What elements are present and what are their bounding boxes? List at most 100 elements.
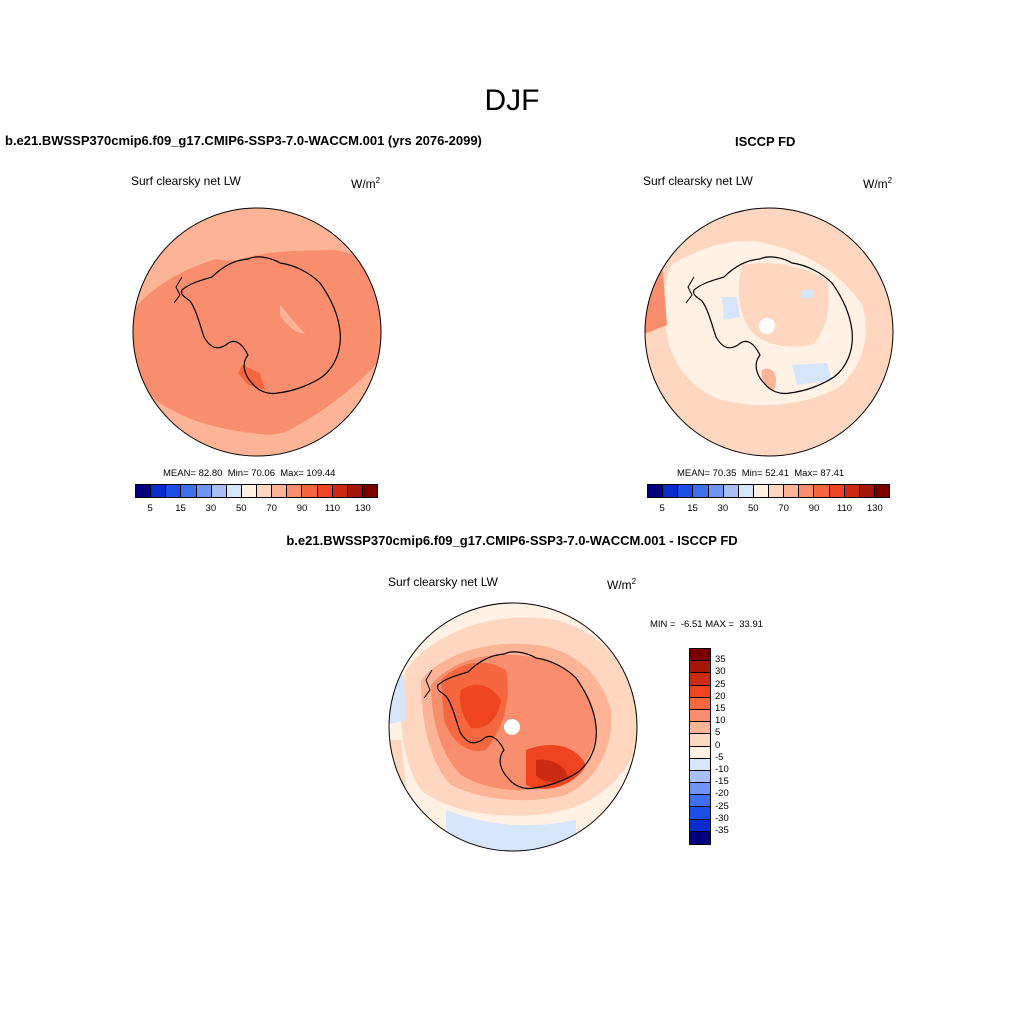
model-colorbar-swatch: [136, 485, 152, 497]
model-colorbar-swatch: [211, 485, 227, 497]
model-polar-map: [132, 207, 382, 457]
model-colorbar-tick-label: 130: [354, 503, 371, 514]
obs-colorbar-swatch: [814, 485, 830, 497]
diff-variable-label: Surf clearsky net LW: [388, 575, 498, 589]
diff-colorbar-swatch: [690, 783, 710, 796]
diff-colorbar-swatch: [690, 746, 710, 759]
obs-colorbar-swatch: [648, 485, 664, 497]
diff-colorbar-tick-label: 5: [715, 727, 721, 739]
model-colorbar-tick-label: 15: [175, 503, 186, 514]
obs-units-label: W/m2: [863, 176, 893, 191]
diff-colorbar-swatch: [690, 697, 710, 710]
model-colorbar-swatch: [272, 485, 288, 497]
obs-colorbar-ticks: 5 15 30 50 70 90 110 130: [647, 503, 890, 515]
diff-colorbar-tick-label: 25: [715, 678, 726, 690]
obs-variable-label: Surf clearsky net LW: [643, 174, 753, 188]
diff-colorbar: [689, 648, 711, 845]
model-panel-title: b.e21.BWSSP370cmip6.f09_g17.CMIP6-SSP3-7…: [5, 133, 482, 148]
model-colorbar-swatch: [151, 485, 167, 497]
model-colorbar-tick-label: 110: [324, 503, 341, 514]
obs-colorbar-swatch: [874, 485, 889, 497]
diff-colorbar-tick-label: 35: [715, 654, 726, 666]
diff-colorbar-swatch: [690, 722, 710, 735]
obs-colorbar-swatch: [859, 485, 875, 497]
obs-colorbar: [647, 484, 890, 498]
diff-colorbar-swatch: [690, 685, 710, 698]
model-colorbar-tick-label: 90: [296, 503, 308, 514]
model-colorbar-swatch: [196, 485, 212, 497]
model-variable-label: Surf clearsky net LW: [131, 174, 241, 188]
diff-colorbar-tick-label: -25: [715, 800, 729, 812]
diff-panel-title: b.e21.BWSSP370cmip6.f09_g17.CMIP6-SSP3-7…: [286, 533, 738, 548]
diff-colorbar-swatch: [690, 649, 710, 662]
diff-colorbar-swatch: [690, 795, 710, 808]
obs-panel-title: ISCCP FD: [735, 134, 796, 149]
diff-colorbar-swatch: [690, 807, 710, 820]
diff-colorbar-tick-label: -15: [715, 776, 729, 788]
model-colorbar-tick-label: 30: [205, 503, 217, 514]
model-colorbar-tick-label: 70: [266, 503, 277, 514]
diff-colorbar-tick-label: 20: [715, 690, 726, 702]
obs-colorbar-swatch: [693, 485, 709, 497]
obs-colorbar-swatch: [829, 485, 845, 497]
model-colorbar-swatch: [287, 485, 303, 497]
obs-colorbar-tick-label: 15: [687, 503, 698, 514]
obs-colorbar-tick-label: 130: [866, 503, 883, 514]
model-colorbar-swatch: [362, 485, 377, 497]
model-stats: MEAN= 82.80 Min= 70.06 Max= 109.44: [163, 468, 336, 479]
obs-polar-map: [644, 207, 894, 457]
obs-colorbar-swatch: [844, 485, 860, 497]
diff-polar-map: [388, 602, 638, 852]
obs-colorbar-tick-label: 50: [748, 503, 759, 514]
model-colorbar-swatch: [317, 485, 333, 497]
diff-colorbar-swatch: [690, 770, 710, 784]
figure-title: DJF: [484, 84, 540, 117]
diff-colorbar-tick-label: -35: [715, 825, 729, 836]
diff-colorbar-tick-label: -5: [715, 751, 724, 763]
obs-colorbar-tick-label: 30: [717, 503, 729, 514]
model-colorbar-ticks: 5 15 30 50 70 90 110 130: [135, 503, 378, 515]
model-colorbar-tick-label: 5: [147, 503, 153, 514]
obs-colorbar-swatch: [663, 485, 679, 497]
diff-colorbar-tick-label: 15: [715, 703, 726, 714]
model-colorbar-swatch: [347, 485, 363, 497]
model-colorbar-swatch: [226, 485, 242, 497]
diff-colorbar-tick-label: 10: [715, 715, 726, 727]
model-colorbar-swatch: [302, 485, 318, 497]
diff-colorbar-tick-label: 0: [715, 739, 721, 751]
diff-colorbar-swatch: [690, 709, 710, 723]
diff-colorbar-tick-label: -20: [715, 788, 729, 800]
diff-colorbar-swatch: [690, 831, 710, 844]
diff-units-label: W/m2: [607, 577, 637, 592]
model-units-label: W/m2: [351, 176, 381, 191]
obs-stats: MEAN= 70.35 Min= 52.41 Max= 87.41: [677, 468, 845, 479]
obs-colorbar-swatch: [799, 485, 815, 497]
model-colorbar-swatch: [257, 485, 273, 497]
obs-colorbar-swatch: [784, 485, 800, 497]
obs-colorbar-swatch: [738, 485, 754, 497]
diff-colorbar-swatch: [690, 758, 710, 771]
diff-colorbar-swatch: [690, 734, 710, 747]
model-colorbar-swatch: [241, 485, 257, 497]
obs-colorbar-swatch: [769, 485, 785, 497]
diff-colorbar-tick-label: 30: [715, 666, 726, 678]
model-colorbar-swatch: [332, 485, 348, 497]
diff-colorbar-swatch: [690, 661, 710, 674]
obs-colorbar-swatch: [708, 485, 724, 497]
diff-colorbar-swatch: [690, 819, 710, 832]
obs-colorbar-swatch: [723, 485, 739, 497]
model-colorbar-swatch: [166, 485, 182, 497]
obs-colorbar-swatch: [753, 485, 769, 497]
obs-colorbar-swatch: [678, 485, 694, 497]
obs-colorbar-tick-label: 70: [778, 503, 789, 514]
obs-colorbar-tick-label: 110: [836, 503, 853, 514]
diff-colorbar-swatch: [690, 673, 710, 686]
obs-colorbar-tick-label: 90: [808, 503, 820, 514]
diff-stats: MIN = -6.51 MAX = 33.91: [650, 619, 764, 630]
obs-colorbar-tick-label: 5: [659, 503, 665, 514]
diff-colorbar-tick-label: -30: [715, 812, 729, 824]
model-colorbar: [135, 484, 378, 498]
diff-colorbar-tick-label: -10: [715, 764, 729, 775]
model-colorbar-tick-label: 50: [236, 503, 247, 514]
model-colorbar-swatch: [181, 485, 197, 497]
